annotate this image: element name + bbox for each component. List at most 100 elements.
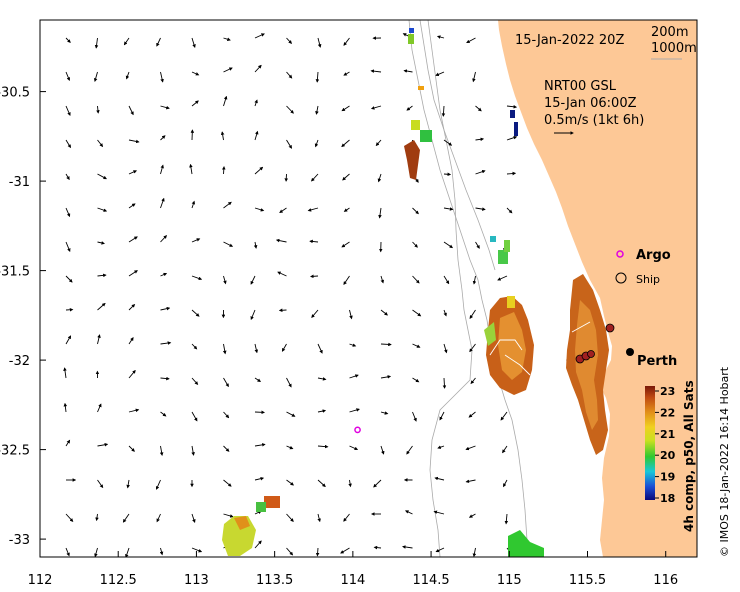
sst-patch-shelf-green [484, 322, 496, 346]
current-vector [307, 207, 319, 212]
current-vector [65, 513, 74, 522]
current-vector [160, 341, 172, 345]
current-vector [97, 173, 107, 180]
argo-legend-label: Argo [636, 248, 671, 263]
current-vector [65, 71, 71, 82]
current-vector [191, 343, 198, 350]
current-vector [375, 139, 382, 147]
current-vector [286, 71, 293, 79]
current-vector [254, 33, 265, 39]
current-vector [472, 547, 477, 557]
x-tick-label: 112.5 [100, 573, 137, 588]
current-vector [497, 275, 508, 281]
current-vector [65, 139, 71, 149]
current-vector [160, 235, 168, 243]
current-vector [191, 100, 199, 107]
current-vector [465, 479, 476, 484]
current-vector [65, 207, 71, 218]
current-vector [65, 335, 72, 345]
current-vector [97, 273, 107, 278]
current-vector [97, 442, 109, 447]
current-vector [159, 445, 164, 456]
current-vector [286, 139, 292, 149]
current-vector [310, 274, 319, 279]
perth-label: Perth [637, 354, 677, 369]
current-vector [191, 547, 203, 553]
current-vector [65, 241, 71, 253]
current-vector [506, 207, 513, 214]
y-tick-label: -32 [9, 354, 30, 369]
current-vector [63, 402, 68, 413]
ship-markers [575, 323, 615, 364]
sst-patch-top-green [408, 34, 414, 44]
current-vector [349, 309, 353, 320]
current-vector [503, 479, 508, 488]
sst-patch-cyan [490, 236, 496, 242]
sst-patch-top-orange [418, 86, 424, 90]
current-vector [97, 241, 105, 245]
current-vector [472, 71, 476, 83]
perth-marker [626, 348, 634, 356]
current-vector [412, 241, 418, 248]
sst-patch-north [404, 140, 420, 180]
current-vector [128, 303, 136, 311]
current-vector [128, 337, 134, 345]
current-vector [475, 137, 485, 142]
current-vector [191, 309, 200, 317]
x-tick-label: 115.5 [569, 573, 606, 588]
current-vector [253, 241, 258, 249]
current-vector [340, 547, 350, 554]
sst-patch-green-1 [498, 250, 508, 264]
current-vector [465, 445, 476, 451]
current-vector [223, 377, 229, 388]
current-vector [412, 275, 420, 284]
colorbar-gradient [645, 386, 655, 500]
argo-float-marker [354, 426, 361, 434]
current-vector [160, 105, 170, 110]
current-vector [412, 377, 420, 383]
y-axis: -30.5 -31 -31.5 -32 -32.5 -33 [0, 86, 46, 548]
current-vector [373, 545, 382, 550]
current-vector [412, 207, 419, 215]
current-vector [406, 445, 413, 455]
current-vector [469, 343, 476, 353]
credit-label: © IMOS 18-Jan-2022 16:14 Hobart [718, 366, 731, 557]
current-vector [315, 71, 320, 83]
current-vector [412, 309, 422, 317]
current-vector [349, 445, 359, 451]
current-vector [97, 479, 104, 489]
current-vector [343, 37, 350, 46]
sst-patch-north-yellow [411, 120, 420, 130]
current-vector [128, 270, 138, 277]
map-frame [39, 19, 698, 558]
current-vector [223, 241, 234, 247]
current-vector [191, 411, 198, 422]
current-vector [311, 309, 319, 318]
current-vector [443, 343, 448, 354]
colorbar-tick-label: 22 [660, 406, 675, 419]
current-vector [443, 139, 453, 146]
current-vector [65, 173, 70, 181]
sst-patch-southwest-orange [234, 516, 250, 530]
colorbar-tick-label: 19 [660, 471, 675, 484]
current-vector [341, 105, 350, 112]
colorbar-title: 4h comp, p50, All Sats [682, 380, 696, 532]
current-vector [468, 513, 476, 518]
current-vector [155, 479, 161, 490]
current-vector [373, 479, 382, 488]
current-vector [435, 71, 445, 76]
current-vector [343, 207, 350, 212]
current-vector [63, 367, 67, 379]
current-vector [223, 67, 233, 73]
current-vector [403, 69, 413, 73]
current-vector [125, 71, 130, 80]
current-vector [126, 479, 130, 489]
current-vector [223, 201, 232, 209]
current-vector [160, 197, 165, 209]
current-vector [341, 139, 350, 148]
current-vector [310, 173, 319, 182]
current-vector [223, 275, 227, 285]
current-vector [433, 510, 445, 515]
current-vector [412, 411, 417, 422]
current-vector [254, 207, 265, 212]
